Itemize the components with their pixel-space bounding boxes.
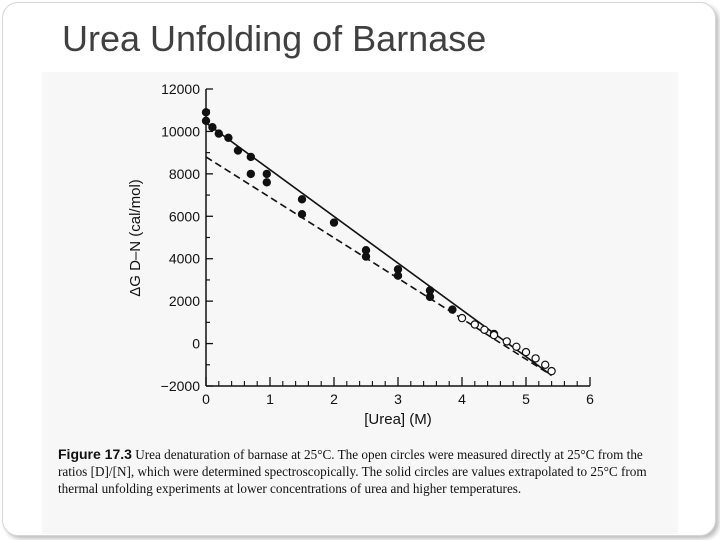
x-tick-label: 5: [522, 391, 530, 407]
solid-circle-point: [246, 169, 255, 179]
figure-label: Figure 17.3: [58, 446, 132, 462]
y-tick-label: 2000: [169, 293, 200, 309]
solid-circle-point: [361, 252, 371, 261]
fit-lines-layer: [205, 122, 553, 377]
solid-circle-point: [297, 195, 307, 204]
open-circle-point: [531, 354, 540, 363]
solid-circle-point: [262, 178, 271, 187]
open-circle-point: [521, 347, 531, 357]
x-tick-label: 1: [266, 391, 274, 407]
dashed-fit-line: [205, 156, 553, 377]
y-tick-label: 12000: [161, 81, 200, 97]
x-tick-label: 2: [330, 391, 338, 407]
y-tick-label: −2000: [161, 378, 201, 394]
open-circle-point: [470, 320, 479, 329]
y-tick-label: 10000: [161, 123, 200, 139]
x-tick-label: 3: [394, 391, 402, 407]
solid-circle-point: [393, 271, 403, 280]
figure-scan: [42, 72, 678, 534]
solid-circle-point: [208, 122, 217, 132]
solid-circle-point: [297, 209, 307, 219]
open-circle-point: [547, 366, 556, 376]
solid-circle-point: [448, 305, 457, 314]
open-circle-point: [502, 337, 511, 346]
solid-circle-point: [201, 116, 211, 126]
solid-circle-point: [201, 108, 211, 117]
caption-text: Urea denaturation of barnase at 25°C. Th…: [58, 447, 647, 496]
solid-circle-point: [233, 146, 243, 155]
open-circle-point: [489, 330, 499, 340]
solid-fit-line: [205, 122, 553, 377]
x-tick-label: 0: [202, 391, 210, 407]
x-axis-label: [Urea] (M): [364, 411, 432, 428]
y-tick-label: 8000: [169, 166, 200, 182]
open-circle-point: [480, 325, 489, 334]
solid-circle-point: [262, 169, 271, 179]
x-tick-label: 6: [586, 391, 594, 407]
data-points-layer: [201, 108, 556, 376]
open-circle-point: [457, 313, 467, 323]
y-tick-label: 6000: [169, 208, 200, 224]
y-tick-label: 0: [192, 336, 200, 352]
solid-circle-point: [224, 133, 233, 142]
open-circle-point: [512, 342, 521, 351]
slide-title: Urea Unfolding of Barnase: [62, 18, 487, 59]
solid-circle-point: [425, 292, 435, 302]
solid-circle-point: [246, 152, 255, 162]
solid-circle-point: [214, 129, 223, 138]
figure-caption: Figure 17.3 Urea denaturation of barnase…: [58, 446, 658, 497]
y-axis-label: ΔG D–N (cal/mol): [127, 179, 144, 297]
solid-circle-point: [329, 218, 339, 227]
y-tick-label: 4000: [169, 251, 200, 267]
x-tick-label: 4: [458, 391, 466, 407]
open-circle-point: [541, 360, 550, 369]
